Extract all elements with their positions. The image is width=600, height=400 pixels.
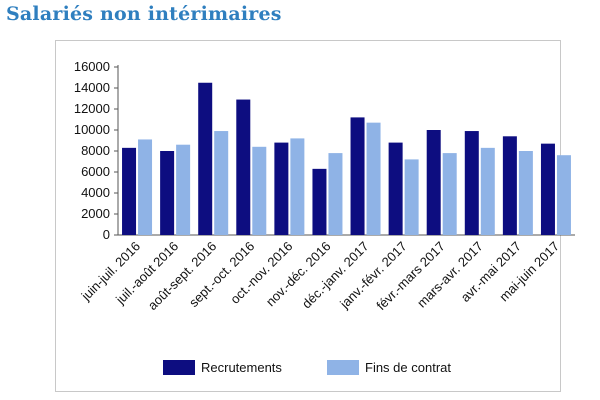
bar-recrutements	[198, 82, 213, 235]
bar-recrutements	[426, 130, 441, 235]
y-tick-label: 4000	[81, 185, 110, 200]
bar-recrutements	[122, 147, 137, 235]
legend-label: Recrutements	[201, 360, 282, 375]
bar-fins-de-contrat	[518, 151, 533, 235]
legend-label: Fins de contrat	[365, 360, 451, 375]
y-tick-label: 14000	[74, 80, 110, 95]
x-tick-label: mars-avr. 2017	[414, 239, 486, 311]
y-tick-label: 6000	[81, 164, 110, 179]
y-tick-label: 12000	[74, 101, 110, 116]
chart-title: Salariés non intérimaires	[6, 3, 282, 25]
legend: Recrutements Fins de contrat	[163, 360, 451, 375]
bar-recrutements	[540, 143, 555, 235]
bar-fins-de-contrat	[290, 138, 305, 235]
bar-recrutements	[350, 117, 365, 235]
axes: 0 2000 4000 6000 8000 10000 12000 14000 16000	[74, 59, 575, 242]
bars	[122, 82, 571, 235]
bar-fins-de-contrat	[138, 139, 153, 235]
y-tick-label: 0	[103, 227, 110, 242]
legend-swatch	[327, 360, 359, 375]
bar-recrutements	[502, 136, 517, 235]
x-tick-label: déc.-janv. 2017	[299, 239, 372, 312]
bar-recrutements	[236, 99, 251, 235]
bar-fins-de-contrat	[366, 122, 381, 235]
bar-fins-de-contrat	[176, 144, 191, 235]
bar-fins-de-contrat	[252, 146, 267, 235]
bar-fins-de-contrat	[480, 147, 495, 235]
bar-fins-de-contrat	[214, 131, 229, 235]
bar-recrutements	[312, 168, 327, 235]
bar-fins-de-contrat	[556, 155, 571, 235]
x-tick-label: janv.-févr. 2017	[336, 239, 409, 312]
y-tick-label: 8000	[81, 143, 110, 158]
legend-swatch	[163, 360, 195, 375]
bar-recrutements	[274, 142, 289, 235]
bar-recrutements	[160, 151, 175, 235]
bar-recrutements	[464, 131, 479, 235]
bar-fins-de-contrat	[442, 153, 457, 235]
bar-recrutements	[388, 142, 403, 235]
y-tick-label: 16000	[74, 59, 110, 74]
bar-fins-de-contrat	[404, 159, 419, 235]
x-tick-label: févr.-mars 2017	[373, 239, 447, 313]
x-tick-label: août-sept. 2016	[145, 239, 220, 314]
bar-fins-de-contrat	[328, 153, 343, 235]
y-tick-label: 2000	[81, 206, 110, 221]
y-tick-label: 10000	[74, 122, 110, 137]
